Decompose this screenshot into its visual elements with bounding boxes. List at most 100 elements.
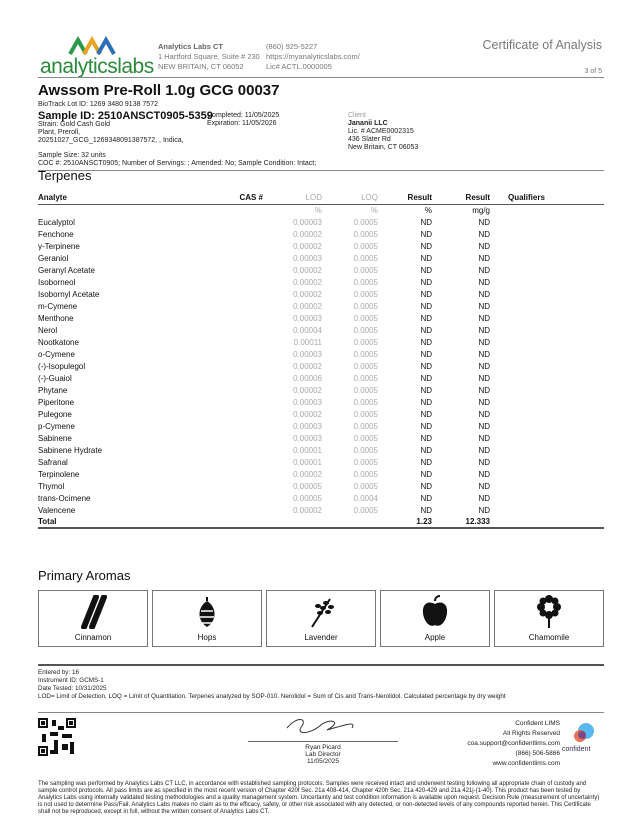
sample-details: Strain: Gold Cash Gold Plant, Preroll, 202…	[38, 121, 184, 145]
qualifiers	[490, 444, 604, 456]
table-row: Phytane 0.00002 0.0005 ND ND	[38, 384, 604, 396]
cas-number	[198, 288, 263, 300]
result-pct: ND	[420, 337, 432, 347]
result-pct: ND	[420, 265, 432, 275]
loq-value: 0.0005	[353, 385, 378, 395]
table-row: Nerol 0.00004 0.0005 ND ND	[38, 324, 604, 336]
col-lod: LOD	[263, 192, 322, 205]
cas-number	[198, 276, 263, 288]
loq-value: 0.0005	[353, 373, 378, 383]
qualifiers	[490, 396, 604, 408]
qualifiers	[490, 324, 604, 336]
cas-number	[198, 408, 263, 420]
logo-text: analyticslabs	[40, 55, 154, 78]
col-analyte: Analyte	[38, 192, 198, 205]
loq-value: 0.0005	[353, 217, 378, 227]
analyte-name: (-)-Guaiol	[38, 373, 72, 383]
divider	[38, 77, 604, 78]
phone: (860) 925-5227	[266, 42, 318, 51]
loq-value: 0.0005	[353, 481, 378, 491]
cas-number	[198, 480, 263, 492]
result-mgg: ND	[478, 445, 490, 455]
lod-value: 0.00002	[293, 361, 322, 371]
unit-loq: %	[370, 205, 378, 215]
sign-date: 11/05/2025	[306, 758, 340, 765]
analyte-name: Sabinene Hydrate	[38, 445, 103, 455]
qualifiers	[490, 372, 604, 384]
client-license: Lic. # ACME0002315	[348, 128, 414, 135]
table-row: Isobornyl Acetate 0.00002 0.0005 ND ND	[38, 288, 604, 300]
lod-value: 0.00011	[293, 337, 322, 347]
product-title: Awssom Pre-Roll 1.0g GCG 00037	[38, 82, 280, 99]
qualifiers	[490, 408, 604, 420]
cas-number	[198, 432, 263, 444]
qualifiers	[490, 480, 604, 492]
result-mgg: ND	[478, 301, 490, 311]
cas-number	[198, 228, 263, 240]
lod-value: 0.00002	[293, 229, 322, 239]
analyte-name: Geranyl Acetate	[38, 265, 95, 275]
website-link[interactable]: https://myanalyticslabs.com/	[266, 52, 360, 61]
table-row: Pulegone 0.00002 0.0005 ND ND	[38, 408, 604, 420]
lims-website[interactable]: www.confidentlims.com	[492, 760, 560, 767]
cas-number	[198, 216, 263, 228]
col-qualifiers: Qualifiers	[490, 192, 604, 205]
loq-value: 0.0005	[353, 265, 378, 275]
aroma-label: Lavender	[304, 633, 338, 642]
sample-type: Plant, Preroll,	[38, 129, 81, 136]
cas-number	[198, 444, 263, 456]
result-pct: ND	[420, 361, 432, 371]
signer-name: Ryan Picard	[305, 744, 341, 751]
lod-value: 0.00002	[293, 277, 322, 287]
loq-value: 0.0005	[353, 325, 378, 335]
lod-value: 0.00001	[293, 457, 322, 467]
qualifiers	[490, 276, 604, 288]
analyte-name: Eucalyptol	[38, 217, 75, 227]
loq-value: 0.0004	[353, 493, 378, 503]
result-mgg: ND	[478, 433, 490, 443]
analyte-name: Sabinene	[38, 433, 72, 443]
table-row: Safranal 0.00001 0.0005 ND ND	[38, 456, 604, 468]
qualifiers	[490, 264, 604, 276]
cas-number	[198, 264, 263, 276]
result-mgg: ND	[478, 229, 490, 239]
col-result-pct: Result	[378, 192, 432, 205]
lims-name: Confident LIMS	[515, 720, 560, 727]
result-pct: ND	[420, 493, 432, 503]
signature-image	[286, 719, 354, 733]
loq-value: 0.0005	[353, 253, 378, 263]
disclaimer: The sampling was performed by Analytics …	[38, 781, 600, 815]
cas-number	[198, 336, 263, 348]
analyte-name: Terpinolene	[38, 469, 80, 479]
table-row: Terpinolene 0.00002 0.0005 ND ND	[38, 468, 604, 480]
result-mgg: ND	[478, 325, 490, 335]
table-row: Eucalyptol 0.00003 0.0005 ND ND	[38, 216, 604, 228]
lims-email[interactable]: coa.support@confidentlims.com	[467, 740, 560, 747]
sample-id: Sample ID: 2510ANSCT0905-5359	[38, 110, 213, 122]
client-info: Client Jananii LLC Lic. # ACME0002315 436 S…	[348, 112, 418, 152]
lod-value: 0.00002	[293, 289, 322, 299]
result-mgg: ND	[478, 349, 490, 359]
result-mgg: ND	[478, 337, 490, 347]
result-pct: ND	[420, 229, 432, 239]
loq-value: 0.0005	[353, 445, 378, 455]
notes: LOD= Limit of Detection, LOQ = Limit of …	[38, 693, 506, 700]
lavender-icon	[267, 591, 375, 633]
table-row: o-Cymene 0.00003 0.0005 ND ND	[38, 348, 604, 360]
col-cas: CAS #	[198, 192, 263, 205]
entered-by: Entered by: 16	[38, 669, 79, 676]
divider	[38, 712, 604, 713]
qr-code-icon[interactable]	[38, 718, 76, 756]
loq-value: 0.0005	[353, 277, 378, 287]
client-label: Client	[348, 112, 366, 119]
analyte-name: Phytane	[38, 385, 68, 395]
analyte-name: o-Cymene	[38, 349, 75, 359]
table-row: Fenchone 0.00002 0.0005 ND ND	[38, 228, 604, 240]
loq-value: 0.0005	[353, 241, 378, 251]
cas-number	[198, 504, 263, 516]
table-row: Piperitone 0.00003 0.0005 ND ND	[38, 396, 604, 408]
lod-value: 0.00003	[293, 433, 322, 443]
result-mgg: ND	[478, 469, 490, 479]
terpenes-table: Analyte CAS # LOD LOQ Result Result Qual…	[38, 192, 604, 529]
qualifiers	[490, 216, 604, 228]
